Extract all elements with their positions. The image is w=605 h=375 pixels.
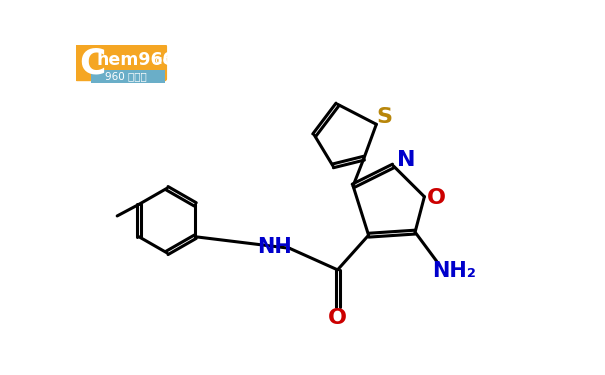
Text: S: S [376, 106, 392, 127]
Text: .com: .com [152, 54, 184, 67]
Text: C: C [79, 46, 106, 81]
Text: NH: NH [257, 237, 292, 257]
Text: 960 化工网: 960 化工网 [105, 72, 147, 82]
Text: O: O [427, 188, 446, 208]
FancyBboxPatch shape [75, 44, 167, 81]
Bar [91, 70, 165, 83]
Text: hem960: hem960 [97, 51, 175, 69]
Text: N: N [396, 150, 415, 170]
Text: NH₂: NH₂ [432, 261, 476, 280]
Text: O: O [328, 308, 347, 328]
